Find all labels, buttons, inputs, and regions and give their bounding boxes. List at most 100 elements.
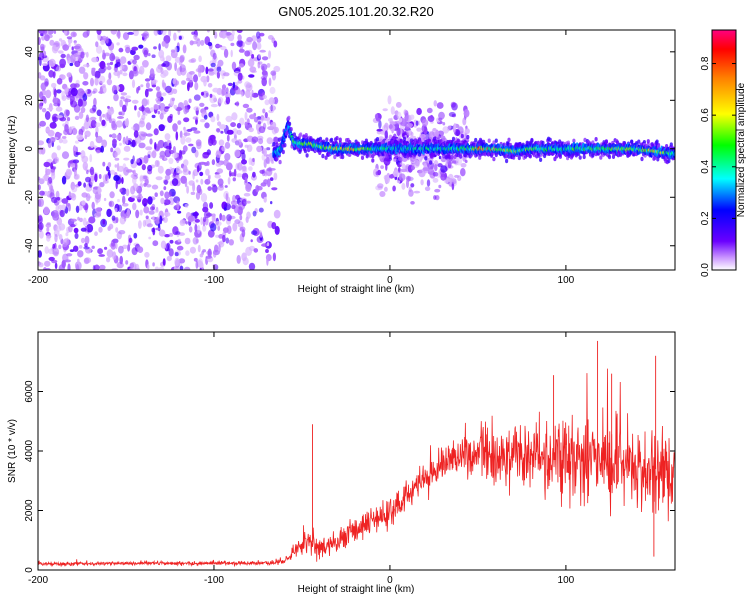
spectrogram-cell <box>607 154 612 160</box>
spectrogram-cell <box>70 31 77 38</box>
spectrogram-cell <box>388 154 392 160</box>
spectrogram-cell <box>164 174 171 181</box>
spectrogram-cell <box>246 107 253 113</box>
spectrogram-cell <box>175 166 181 174</box>
spectrogram-cell <box>58 264 65 270</box>
spectrogram-cell <box>119 188 123 193</box>
spectrogram-cell <box>147 196 153 205</box>
spectrogram-cell <box>38 198 44 208</box>
spectrogram-cell <box>62 253 69 263</box>
spectrogram-cell <box>139 209 143 216</box>
spectrogram-cell <box>399 173 406 182</box>
spectrogram-cell <box>196 38 201 47</box>
spectrogram-cell <box>183 105 188 115</box>
spectrogram-cell <box>62 44 69 51</box>
spectrogram-cell <box>164 234 171 238</box>
spectrogram-cell <box>424 186 431 192</box>
spectrogram-cell <box>94 264 100 270</box>
spectrogram-cell <box>325 137 329 142</box>
spectrogram-cell <box>237 72 243 81</box>
spectrogram-cell <box>266 156 270 164</box>
spectrogram-cell <box>120 110 125 116</box>
spectrogram-cell <box>155 227 161 231</box>
spectrogram-cell <box>173 104 178 109</box>
spectrogram-cell <box>127 244 131 252</box>
spectrogram-cell <box>231 112 238 121</box>
spectrogram-cell <box>222 234 226 243</box>
spectrogram-cell <box>387 95 392 105</box>
spectrogram-cell <box>77 181 82 187</box>
spectrogram-cell <box>93 97 97 107</box>
y-tick-label: 4000 <box>24 439 35 462</box>
spectrogram-cell <box>157 110 161 115</box>
spectrogram-cell <box>243 192 251 197</box>
spectrogram-cell <box>127 31 134 35</box>
spectrogram-cell <box>193 106 200 111</box>
spectrogram-cell <box>38 215 43 225</box>
spectrogram-cell <box>78 66 86 74</box>
spectrogram-cell <box>667 158 671 164</box>
spectrogram-cell <box>147 53 151 57</box>
spectrogram-cell <box>115 120 123 128</box>
spectrogram-cell <box>225 237 230 244</box>
x-tick-label: 0 <box>387 275 393 286</box>
spectrogram-cell <box>207 41 213 47</box>
spectrogram-cell <box>425 134 429 141</box>
spectrogram-cell <box>143 49 149 58</box>
spectrogram-cell <box>61 175 67 185</box>
spectrogram-cell <box>207 83 213 88</box>
spectrogram-cell <box>113 175 120 182</box>
spectrogram-cell <box>247 58 255 67</box>
spectrogram-cell <box>73 150 76 157</box>
spectrogram-cell <box>47 129 55 137</box>
spectrogram-cell <box>221 146 226 152</box>
spectrogram-cell <box>179 219 186 226</box>
spectrogram-cell <box>74 140 79 144</box>
spectrogram-cell <box>401 182 406 190</box>
spectrogram-cell <box>236 66 241 71</box>
spectrogram-cell <box>377 183 384 189</box>
spectrogram-cell <box>212 87 220 93</box>
spectrogram-cell <box>84 165 88 172</box>
spectrogram-frame <box>37 29 676 271</box>
spectrogram-cell <box>202 216 207 223</box>
spectrogram-cell <box>172 88 178 95</box>
spectrogram-cell <box>122 244 128 249</box>
spectrogram-cell <box>170 49 176 53</box>
spectrogram-cell <box>234 81 239 86</box>
spectrogram-cell <box>277 137 281 142</box>
spectrogram-cell <box>99 114 102 122</box>
spectrogram-cell <box>218 96 224 104</box>
spectrogram-cell <box>368 153 372 158</box>
spectrogram-cell <box>208 71 215 76</box>
spectrogram-cell <box>77 258 80 263</box>
spectrogram-cell <box>68 192 76 199</box>
spectrogram-cell <box>159 55 165 62</box>
spectrogram-cell <box>146 133 153 137</box>
spectrogram-cell <box>257 61 263 65</box>
spectrogram-cell <box>392 185 396 192</box>
spectrogram-cell <box>54 156 60 163</box>
spectrogram-cell <box>38 222 44 231</box>
spectrogram-cell <box>188 170 191 175</box>
spectrogram-cell <box>246 211 251 219</box>
spectrogram-cell <box>611 154 616 159</box>
spectrogram-cell <box>125 95 131 99</box>
spectrogram-cell <box>239 214 243 221</box>
spectrogram-cell <box>43 30 47 35</box>
spectrogram-cell <box>248 157 253 166</box>
spectrogram-cell <box>106 62 111 66</box>
spectrogram-cell <box>99 86 103 94</box>
spectrogram-cell <box>82 31 89 38</box>
spectrogram-cell <box>111 123 118 131</box>
spectrogram-cell <box>228 170 232 177</box>
spectrogram-cell <box>114 207 118 213</box>
spectrogram-cell <box>200 39 205 46</box>
spectrogram-cell <box>56 115 63 119</box>
spectrogram-cell <box>220 31 227 39</box>
spectrogram-cell <box>122 32 130 41</box>
spectrogram-cell <box>215 150 222 158</box>
spectrogram-cell <box>134 105 137 111</box>
spectrogram-cell <box>131 126 135 130</box>
spectrogram-cell <box>220 130 224 134</box>
